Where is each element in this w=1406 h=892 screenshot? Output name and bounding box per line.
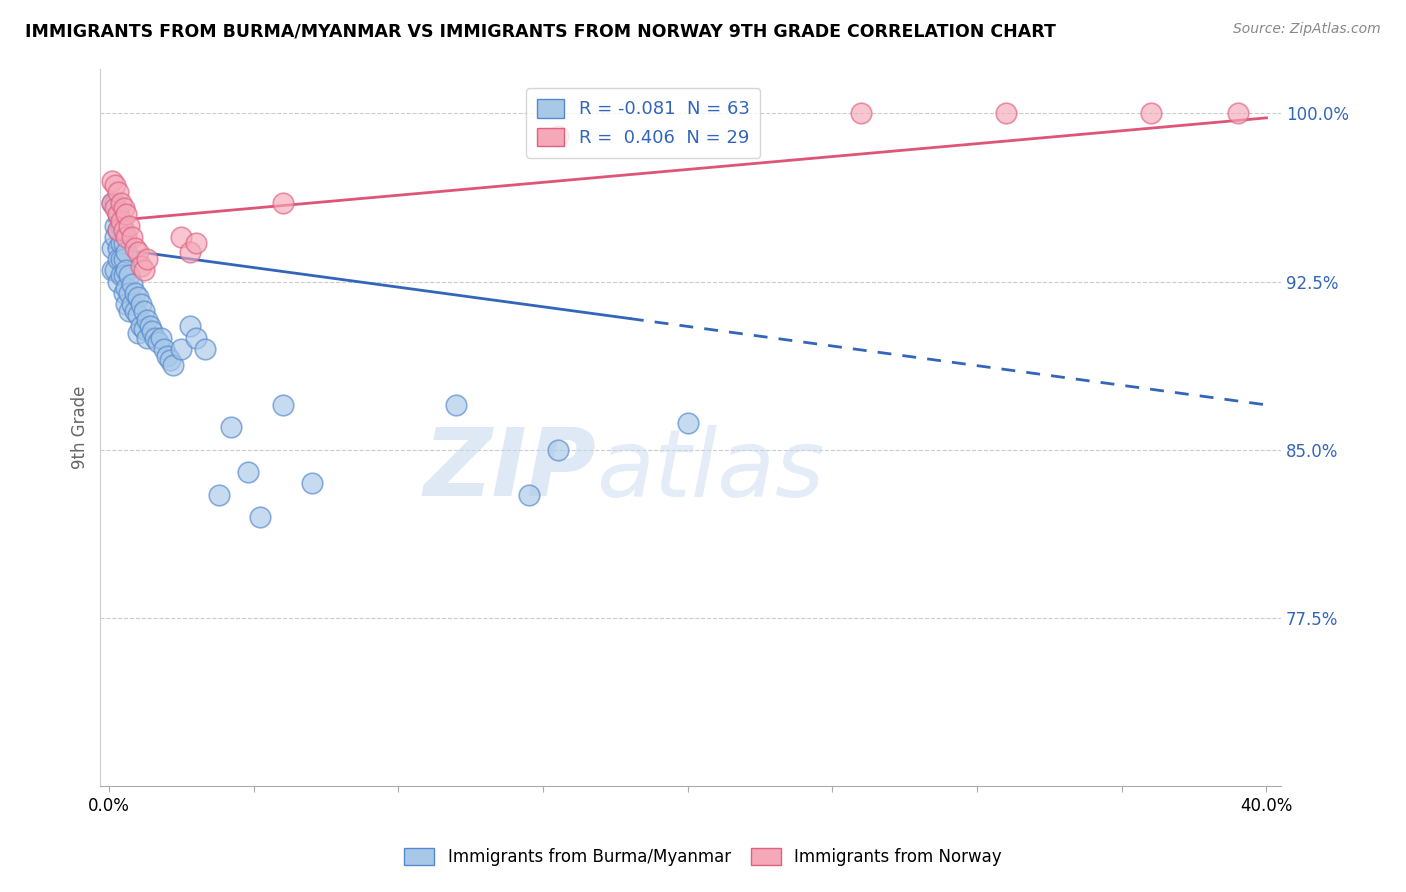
- Text: ZIP: ZIP: [423, 425, 596, 516]
- Point: [1139, 106, 1161, 120]
- Legend: R = -0.081  N = 63, R =  0.406  N = 29: R = -0.081 N = 63, R = 0.406 N = 29: [526, 88, 761, 158]
- Point: [179, 245, 201, 260]
- Point: [107, 207, 129, 221]
- Point: [132, 321, 155, 335]
- Point: [115, 207, 138, 221]
- Point: [153, 342, 176, 356]
- Point: [101, 241, 124, 255]
- Point: [112, 201, 135, 215]
- Point: [156, 349, 179, 363]
- Point: [547, 442, 569, 457]
- Point: [127, 308, 149, 322]
- Point: [179, 319, 201, 334]
- Point: [208, 487, 231, 501]
- Point: [115, 263, 138, 277]
- Point: [135, 331, 157, 345]
- Point: [104, 229, 127, 244]
- Point: [107, 252, 129, 267]
- Point: [118, 303, 141, 318]
- Point: [104, 178, 127, 193]
- Point: [112, 252, 135, 267]
- Point: [129, 259, 152, 273]
- Point: [110, 268, 132, 282]
- Point: [141, 324, 163, 338]
- Legend: Immigrants from Burma/Myanmar, Immigrants from Norway: Immigrants from Burma/Myanmar, Immigrant…: [398, 841, 1008, 873]
- Point: [148, 335, 170, 350]
- Text: Source: ZipAtlas.com: Source: ZipAtlas.com: [1233, 22, 1381, 37]
- Point: [104, 201, 127, 215]
- Point: [104, 263, 127, 277]
- Point: [143, 331, 166, 345]
- Point: [112, 285, 135, 300]
- Text: IMMIGRANTS FROM BURMA/MYANMAR VS IMMIGRANTS FROM NORWAY 9TH GRADE CORRELATION CH: IMMIGRANTS FROM BURMA/MYANMAR VS IMMIGRA…: [25, 22, 1056, 40]
- Point: [170, 342, 193, 356]
- Point: [104, 219, 127, 233]
- Point: [193, 342, 215, 356]
- Point: [851, 106, 873, 120]
- Point: [676, 416, 699, 430]
- Point: [547, 128, 569, 143]
- Point: [101, 263, 124, 277]
- Text: atlas: atlas: [596, 425, 824, 516]
- Point: [110, 236, 132, 251]
- Point: [115, 281, 138, 295]
- Point: [170, 229, 193, 244]
- Point: [112, 236, 135, 251]
- Point: [101, 196, 124, 211]
- Point: [995, 106, 1018, 120]
- Point: [446, 398, 468, 412]
- Point: [124, 241, 146, 255]
- Point: [115, 229, 138, 244]
- Point: [127, 326, 149, 340]
- Point: [107, 185, 129, 199]
- Point: [132, 263, 155, 277]
- Point: [162, 358, 184, 372]
- Point: [184, 236, 207, 251]
- Point: [115, 297, 138, 311]
- Point: [112, 223, 135, 237]
- Point: [127, 245, 149, 260]
- Point: [249, 510, 271, 524]
- Point: [236, 465, 259, 479]
- Point: [107, 207, 129, 221]
- Point: [101, 196, 124, 211]
- Point: [159, 353, 181, 368]
- Point: [129, 319, 152, 334]
- Point: [110, 219, 132, 233]
- Point: [107, 275, 129, 289]
- Point: [110, 214, 132, 228]
- Point: [118, 219, 141, 233]
- Point: [104, 196, 127, 211]
- Point: [132, 303, 155, 318]
- Point: [271, 398, 294, 412]
- Point: [115, 245, 138, 260]
- Point: [112, 268, 135, 282]
- Point: [118, 268, 141, 282]
- Point: [184, 331, 207, 345]
- Point: [110, 252, 132, 267]
- Point: [150, 331, 173, 345]
- Point: [107, 223, 129, 237]
- Point: [219, 420, 242, 434]
- Point: [135, 312, 157, 326]
- Point: [118, 285, 141, 300]
- Point: [101, 174, 124, 188]
- Point: [129, 297, 152, 311]
- Point: [135, 252, 157, 267]
- Point: [1226, 106, 1249, 120]
- Y-axis label: 9th Grade: 9th Grade: [72, 385, 89, 469]
- Point: [121, 277, 143, 291]
- Point: [121, 297, 143, 311]
- Point: [107, 241, 129, 255]
- Point: [107, 223, 129, 237]
- Point: [127, 290, 149, 304]
- Point: [271, 196, 294, 211]
- Point: [121, 229, 143, 244]
- Point: [110, 196, 132, 211]
- Point: [301, 476, 323, 491]
- Point: [124, 285, 146, 300]
- Point: [124, 303, 146, 318]
- Point: [517, 487, 540, 501]
- Point: [138, 319, 160, 334]
